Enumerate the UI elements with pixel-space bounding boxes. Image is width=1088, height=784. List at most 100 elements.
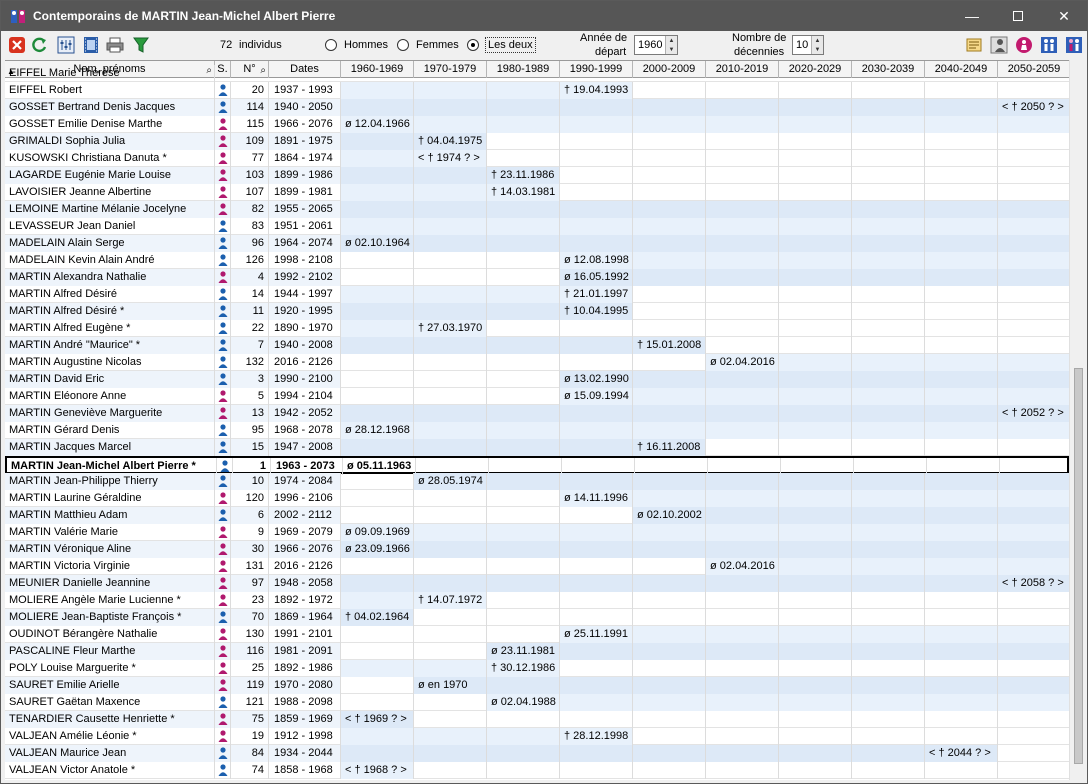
row-decade-cell: † 14.03.1981: [487, 184, 560, 201]
table-row[interactable]: GOSSET Emilie Denise Marthe 115 1966 - 207…: [5, 116, 1069, 133]
woman-button[interactable]: [1013, 34, 1035, 56]
table-row[interactable]: MOLIERE Angèle Marie Lucienne * 23 1892 - …: [5, 592, 1069, 609]
search-icon[interactable]: ⌕: [260, 65, 266, 76]
column-header-decade[interactable]: 1990-1999: [560, 61, 633, 78]
vertical-scrollbar[interactable]: [1069, 60, 1086, 780]
spin-down-icon[interactable]: ▼: [814, 46, 821, 53]
row-decade-cell: [487, 82, 560, 99]
table-row[interactable]: MARTIN Alexandra Nathalie 4 1992 - 2102 ø 1…: [5, 269, 1069, 286]
row-dates: 1859 - 1969: [269, 711, 341, 728]
table-row[interactable]: MADELAIN Alain Serge 96 1964 - 2074 ø 02.10…: [5, 235, 1069, 252]
spin-up-icon[interactable]: ▲: [668, 37, 675, 44]
table-row[interactable]: VALJEAN Victor Anatole * 74 1858 - 1968 < †…: [5, 762, 1069, 779]
radio-men[interactable]: [325, 39, 337, 51]
person-button[interactable]: [988, 34, 1010, 56]
table-row[interactable]: EIFFEL Robert 20 1937 - 1993 † 19.04.1993: [5, 82, 1069, 99]
column-header-decade[interactable]: 2050-2059: [998, 61, 1069, 78]
table-row[interactable]: VALJEAN Maurice Jean 84 1934 - 2044 < † 204…: [5, 745, 1069, 762]
table-row[interactable]: VALJEAN Amélie Léonie * 19 1912 - 1998 † 28…: [5, 728, 1069, 745]
table-row[interactable]: MARTIN Jacques Marcel 15 1947 - 2008 † 16.1…: [5, 439, 1069, 456]
table-row[interactable]: MARTIN Victoria Virginie 131 2016 - 2126 ø …: [5, 558, 1069, 575]
table-row[interactable]: MARTIN Jean-Philippe Thierry 10 1974 - 208…: [5, 473, 1069, 490]
table-row[interactable]: MARTIN Valérie Marie 9 1969 - 2079 ø 09.09.…: [5, 524, 1069, 541]
table-row[interactable]: LAGARDE Eugénie Marie Louise 103 1899 - 19…: [5, 167, 1069, 184]
table-row[interactable]: MARTIN Eléonore Anne 5 1994 - 2104 ø 15.09.…: [5, 388, 1069, 405]
table-row[interactable]: MARTIN Geneviève Marguerite 13 1942 - 2052…: [5, 405, 1069, 422]
table-row[interactable]: LAVOISIER Jeanne Albertine 107 1899 - 1981…: [5, 184, 1069, 201]
spin-down-icon[interactable]: ▼: [668, 46, 675, 53]
scrollbar-thumb[interactable]: [1074, 368, 1083, 764]
table-row[interactable]: MOLIERE Jean-Baptiste François * 70 1869 -…: [5, 609, 1069, 626]
radio-women-label[interactable]: Femmes: [416, 39, 459, 51]
row-decade-cell: [560, 116, 633, 133]
table-row[interactable]: MARTIN Alfred Désiré * 11 1920 - 1995 † 10.…: [5, 303, 1069, 320]
close-button[interactable]: ✕: [1041, 1, 1087, 31]
family-button[interactable]: [1063, 34, 1085, 56]
sort-ascending-icon[interactable]: ▲: [7, 67, 15, 76]
table-row[interactable]: MARTIN Laurine Géraldine 120 1996 - 2106 ø …: [5, 490, 1069, 507]
table-row[interactable]: MARTIN Matthieu Adam 6 2002 - 2112 ø 02.10.…: [5, 507, 1069, 524]
radio-women[interactable]: [397, 39, 409, 51]
cancel-button[interactable]: [6, 34, 28, 56]
table-row[interactable]: SAURET Gaëtan Maxence 121 1988 - 2098 ø 02.…: [5, 694, 1069, 711]
print-button[interactable]: [104, 34, 126, 56]
radio-men-label[interactable]: Hommes: [344, 39, 389, 51]
column-header-number[interactable]: N° ⌕: [231, 61, 269, 78]
column-header-decade[interactable]: 1970-1979: [414, 61, 487, 78]
column-header-decade[interactable]: 2020-2029: [779, 61, 852, 78]
column-header-decade[interactable]: 1960-1969: [341, 61, 414, 78]
column-header-decade[interactable]: 1980-1989: [487, 61, 560, 78]
column-header-decade[interactable]: 2030-2039: [852, 61, 925, 78]
decades-stepper[interactable]: 10 ▲ ▼: [792, 35, 824, 55]
column-header-decade[interactable]: 2000-2009: [633, 61, 706, 78]
table-row[interactable]: MARTIN Véronique Aline 30 1966 - 2076 ø 23.…: [5, 541, 1069, 558]
table-row[interactable]: MARTIN André "Maurice" * 7 1940 - 2008 † 15…: [5, 337, 1069, 354]
row-decade-cell: [998, 388, 1069, 405]
column-header-dates[interactable]: Dates: [269, 61, 341, 78]
settings-button[interactable]: [55, 34, 77, 56]
filter-button[interactable]: [130, 34, 152, 56]
table-row[interactable]: KUSOWSKI Christiana Danuta * 77 1864 - 197…: [5, 150, 1069, 167]
table-row[interactable]: POLY Louise Marguerite * 25 1892 - 1986 † 3…: [5, 660, 1069, 677]
table-row[interactable]: MEUNIER Danielle Jeannine 97 1948 - 2058 < …: [5, 575, 1069, 592]
table-row[interactable]: MARTIN Jean-Michel Albert Pierre * 1 1963 …: [5, 456, 1069, 475]
column-header-sex[interactable]: S.: [215, 61, 231, 78]
row-sex: [215, 99, 231, 116]
person-card-icon: [990, 36, 1008, 54]
table-row[interactable]: PASCALINE Fleur Marthe 116 1981 - 2091 ø 23…: [5, 643, 1069, 660]
table-row[interactable]: MARTIN Augustine Nicolas 132 2016 - 2126 ø …: [5, 354, 1069, 371]
table-row[interactable]: MARTIN David Eric 3 1990 - 2100 ø 13.02.199…: [5, 371, 1069, 388]
table-row[interactable]: SAURET Emilie Arielle 119 1970 - 2080 ø en …: [5, 677, 1069, 694]
radio-both[interactable]: [467, 39, 479, 51]
table-row[interactable]: TENARDIER Causette Henriette * 75 1859 - 1…: [5, 711, 1069, 728]
row-decade-cell: [633, 711, 706, 728]
table-row[interactable]: OUDINOT Bérangère Nathalie 130 1991 - 2101…: [5, 626, 1069, 643]
row-dates: 2016 - 2126: [269, 558, 341, 575]
column-header-decade[interactable]: 2040-2049: [925, 61, 998, 78]
column-header-decade[interactable]: 2010-2019: [706, 61, 779, 78]
maximize-button[interactable]: [995, 1, 1041, 31]
count-value: 72: [220, 39, 233, 51]
row-decade-cell: [925, 592, 998, 609]
table-row[interactable]: MARTIN Alfred Désiré 14 1944 - 1997 † 21.01…: [5, 286, 1069, 303]
table-row[interactable]: GOSSET Bertrand Denis Jacques 114 1940 - 2…: [5, 99, 1069, 116]
start-year-stepper[interactable]: 1960 ▲ ▼: [634, 35, 678, 55]
row-number: 10: [231, 473, 269, 490]
document-button[interactable]: [963, 34, 985, 56]
table-row-partial[interactable]: EIFFEL Marie Thérèse: [5, 65, 1069, 82]
spin-up-icon[interactable]: ▲: [814, 37, 821, 44]
table-row[interactable]: LEMOINE Martine Mélanie Jocelyne 82 1955 -…: [5, 201, 1069, 218]
row-decade-cell: ø 05.11.1963: [343, 458, 416, 475]
refresh-button[interactable]: [29, 34, 51, 56]
radio-both-label[interactable]: Les deux: [485, 37, 536, 53]
row-decade-cell: [560, 201, 633, 218]
couple-button[interactable]: [1038, 34, 1060, 56]
table-row[interactable]: MADELAIN Kevin Alain André 126 1998 - 2108…: [5, 252, 1069, 269]
film-button[interactable]: [80, 34, 102, 56]
table-row[interactable]: GRIMALDI Sophia Julia 109 1891 - 1975 † 04.…: [5, 133, 1069, 150]
table-row[interactable]: MARTIN Alfred Eugène * 22 1890 - 1970 † 27.…: [5, 320, 1069, 337]
search-icon[interactable]: ⌕: [206, 65, 212, 76]
minimize-button[interactable]: —: [949, 1, 995, 31]
table-row[interactable]: LEVASSEUR Jean Daniel 83 1951 - 2061: [5, 218, 1069, 235]
table-row[interactable]: MARTIN Gérard Denis 95 1968 - 2078 ø 28.12.…: [5, 422, 1069, 439]
